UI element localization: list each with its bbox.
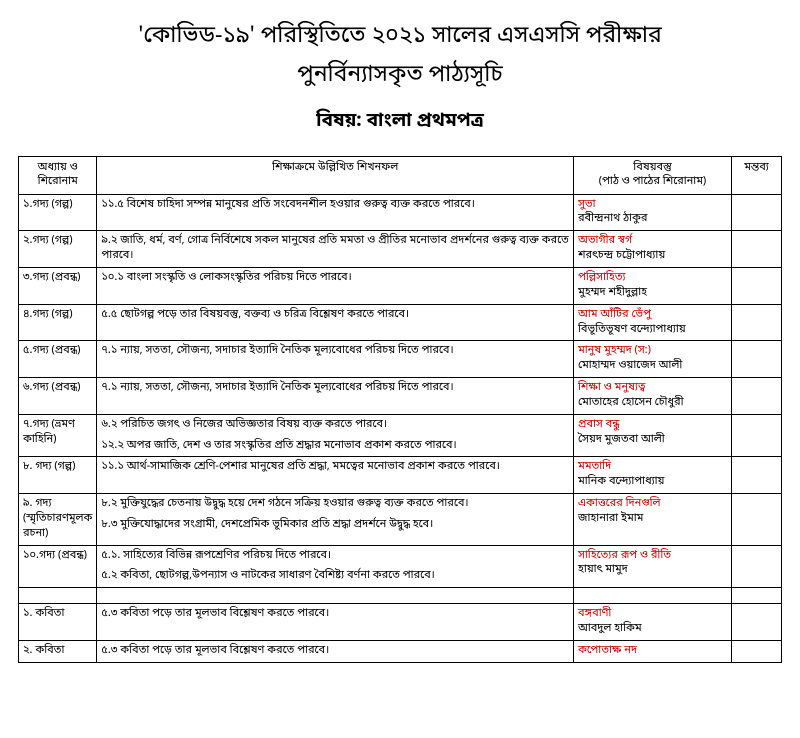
cell-outcome: ১১.৫ বিশেষ চাহিদা সম্পন্ন মানুষের প্রতি … (97, 194, 574, 231)
header-outcome: শিক্ষাক্রমে উল্লিখিত শিখনফল (97, 157, 574, 195)
cell-chapter: ১০.গদ্য (প্রবন্ধ) (19, 545, 97, 588)
table-row: ৩.গদ্য (প্রবন্ধ)১০.১ বাংলা সংস্কৃতি ও লো… (19, 267, 782, 304)
page-title-line2: পুনর্বিন্যাসকৃত পাঠ্যসূচি (18, 59, 782, 94)
cell-remarks (732, 194, 782, 231)
table-row: ৬.গদ্য (প্রবন্ধ)৭.১ ন্যায়, সততা, সৌজন্য… (19, 378, 782, 415)
cell-outcome: ৮.২ মুক্তিযুদ্ধের চেতনায় উদ্বুদ্ধ হয়ে … (97, 494, 574, 546)
page-subtitle: বিষয়: বাংলা প্রথমপত্র (18, 109, 782, 134)
cell-content: একাত্তরের দিনগুলিজাহানারা ইমাম (574, 494, 732, 546)
page-title-line1: 'কোভিড-১৯' পরিস্থিতিতে ২০২১ সালের এসএসসি… (18, 20, 782, 55)
syllabus-table: অধ্যায় ও শিরোনাম শিক্ষাক্রমে উল্লিখিত শ… (18, 156, 782, 663)
cell-remarks (732, 457, 782, 494)
cell-content: মমতাদিমানিক বন্দ্যোপাধ্যায় (574, 457, 732, 494)
cell-content: শিক্ষা ও মনুষ্যত্বমোতাহের হোসেন চৌধুরী (574, 378, 732, 415)
cell-chapter: ২. কবিতা (19, 641, 97, 663)
cell-remarks (732, 414, 782, 457)
cell-outcome: ১০.১ বাংলা সংস্কৃতি ও লোকসংস্কৃতির পরিচয… (97, 267, 574, 304)
header-chapter: অধ্যায় ও শিরোনাম (19, 157, 97, 195)
table-row: ১০.গদ্য (প্রবন্ধ)৫.১. সাহিত্যের বিভিন্ন … (19, 545, 782, 588)
cell-content: সুভারবীন্দ্রনাথ ঠাকুর (574, 194, 732, 231)
cell-remarks (732, 304, 782, 341)
cell-outcome: ৫.৩ কবিতা পড়ে তার মূলভাব বিশ্লেষণ করতে … (97, 641, 574, 663)
cell-remarks (732, 604, 782, 641)
cell-chapter: ৬.গদ্য (প্রবন্ধ) (19, 378, 97, 415)
cell-content: মানুষ মুহম্মদ (স:)মোহাম্মদ ওয়াজেদ আলী (574, 341, 732, 378)
cell-remarks (732, 545, 782, 588)
separator-row (19, 588, 782, 604)
cell-content: অভাগীর স্বর্গশরৎচন্দ্র চট্টোপাধ্যায় (574, 231, 732, 268)
cell-content: আম আঁটির ভেঁপুবিভূতিভূষণ বন্দ্যোপাধ্যায় (574, 304, 732, 341)
cell-content: পল্লিসাহিত্যমুহম্মদ শহীদুল্লাহ (574, 267, 732, 304)
table-row: ৮. গদ্য (গল্প)১১.১ আর্থ-সামাজিক শ্রেণি-প… (19, 457, 782, 494)
cell-chapter: ৯. গদ্য (স্মৃতিচারণমূলক রচনা) (19, 494, 97, 546)
cell-content: প্রবাস বন্ধুসৈয়দ মুজতবা আলী (574, 414, 732, 457)
cell-outcome: ৫.৩ কবিতা পড়ে তার মূলভাব বিশ্লেষণ করতে … (97, 604, 574, 641)
cell-remarks (732, 267, 782, 304)
table-row: ৪.গদ্য (গল্প)৫.৫ ছোটগল্প পড়ে তার বিষয়ব… (19, 304, 782, 341)
table-row: ১. কবিতা৫.৩ কবিতা পড়ে তার মূলভাব বিশ্লে… (19, 604, 782, 641)
table-row: ৫.গদ্য (প্রবন্ধ)৭.১ ন্যায়, সততা, সৌজন্য… (19, 341, 782, 378)
cell-outcome: ১১.১ আর্থ-সামাজিক শ্রেণি-পেশার মানুষের প… (97, 457, 574, 494)
cell-remarks (732, 494, 782, 546)
cell-chapter: ২.গদ্য (গল্প) (19, 231, 97, 268)
table-row: ৭.গদ্য (ভ্রমণ কাহিনি)৬.২ পরিচিত জগৎ ও নি… (19, 414, 782, 457)
cell-outcome: ৭.১ ন্যায়, সততা, সৌজন্য, সদাচার ইত্যাদি… (97, 378, 574, 415)
table-row: ২.গদ্য (গল্প)৯.২ জাতি, ধর্ম, বর্ণ, গোত্র… (19, 231, 782, 268)
cell-chapter: ৪.গদ্য (গল্প) (19, 304, 97, 341)
cell-content: সাহিত্যের রূপ ও রীতিহায়াৎ মামুদ (574, 545, 732, 588)
cell-chapter: ১.গদ্য (গল্প) (19, 194, 97, 231)
cell-outcome: ৫.৫ ছোটগল্প পড়ে তার বিষয়বস্তু, বক্তব্য… (97, 304, 574, 341)
cell-outcome: ৫.১. সাহিত্যের বিভিন্ন রূপশ্রেণির পরিচয়… (97, 545, 574, 588)
cell-remarks (732, 231, 782, 268)
cell-chapter: ৭.গদ্য (ভ্রমণ কাহিনি) (19, 414, 97, 457)
cell-content: কপোতাক্ষ নদ (574, 641, 732, 663)
cell-content: বঙ্গবাণীআবদুল হাকিম (574, 604, 732, 641)
cell-chapter: ৫.গদ্য (প্রবন্ধ) (19, 341, 97, 378)
cell-outcome: ৭.১ ন্যায়, সততা, সৌজন্য, সদাচার ইত্যাদি… (97, 341, 574, 378)
cell-chapter: ৮. গদ্য (গল্প) (19, 457, 97, 494)
cell-chapter: ১. কবিতা (19, 604, 97, 641)
cell-outcome: ৬.২ পরিচিত জগৎ ও নিজের অভিজ্ঞতার বিষয় ব… (97, 414, 574, 457)
table-row: ৯. গদ্য (স্মৃতিচারণমূলক রচনা)৮.২ মুক্তিয… (19, 494, 782, 546)
header-remarks: মন্তব্য (732, 157, 782, 195)
cell-remarks (732, 378, 782, 415)
table-row: ২. কবিতা৫.৩ কবিতা পড়ে তার মূলভাব বিশ্লে… (19, 641, 782, 663)
cell-remarks (732, 341, 782, 378)
cell-chapter: ৩.গদ্য (প্রবন্ধ) (19, 267, 97, 304)
cell-outcome: ৯.২ জাতি, ধর্ম, বর্ণ, গোত্র নির্বিশেষে স… (97, 231, 574, 268)
header-content: বিষয়বস্তু (পাঠ ও পাঠের শিরোনাম) (574, 157, 732, 195)
cell-remarks (732, 641, 782, 663)
table-row: ১.গদ্য (গল্প)১১.৫ বিশেষ চাহিদা সম্পন্ন ম… (19, 194, 782, 231)
